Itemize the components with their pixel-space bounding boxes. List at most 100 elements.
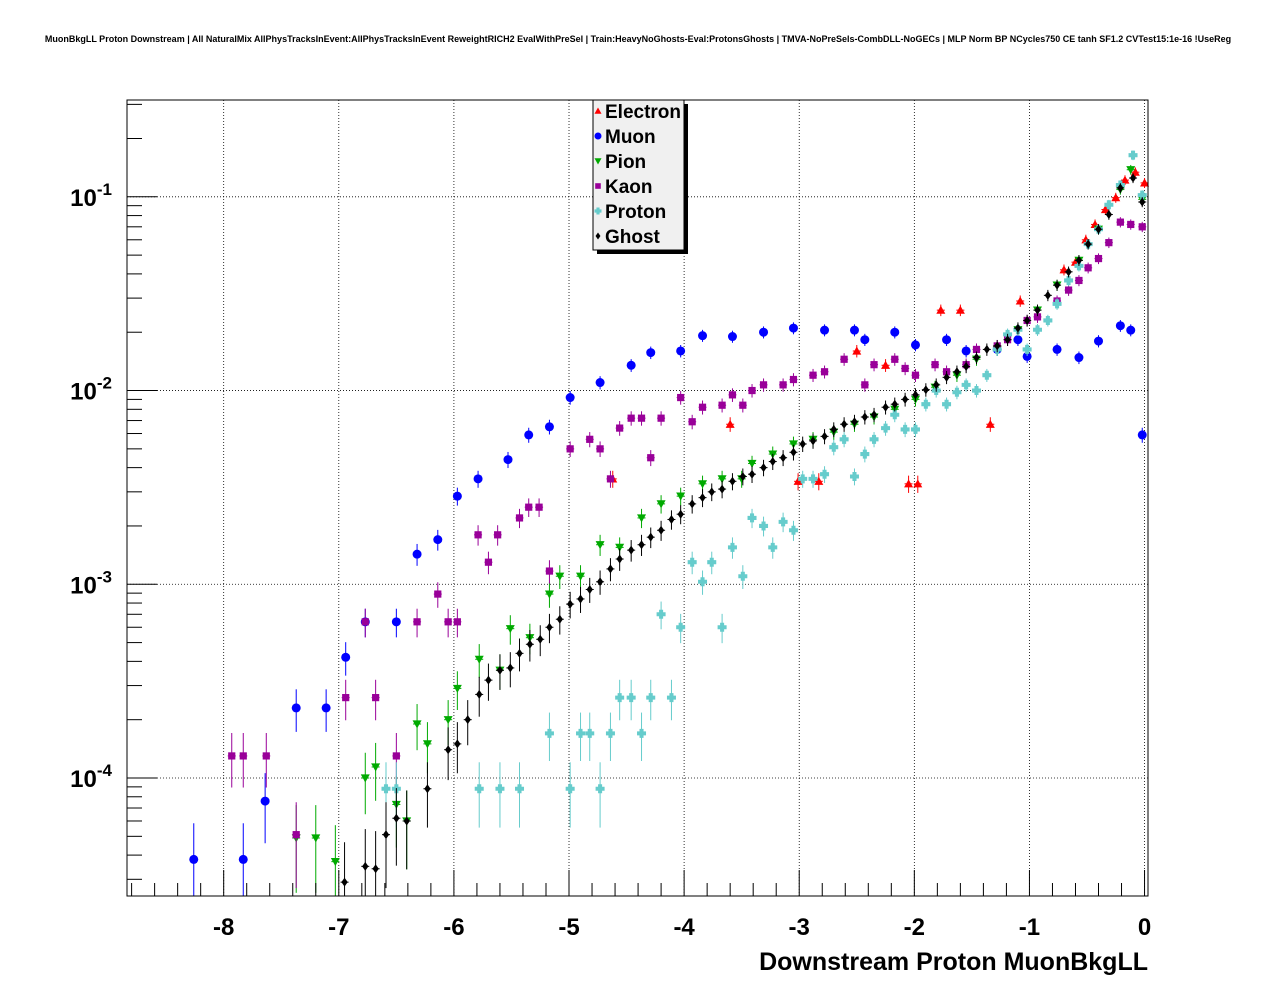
proton-data-point bbox=[656, 609, 666, 619]
muon-data-point bbox=[820, 325, 830, 335]
proton-data-point bbox=[961, 380, 971, 390]
proton-data-point bbox=[921, 399, 931, 409]
series-proton bbox=[381, 150, 1147, 828]
muon-data-point bbox=[565, 393, 575, 403]
pion-data-point bbox=[747, 459, 757, 469]
pion-data-point bbox=[788, 440, 798, 449]
kaon-data-point bbox=[361, 618, 369, 626]
legend-marker-proton bbox=[594, 207, 602, 215]
proton-data-point bbox=[942, 399, 952, 409]
ghost-data-point bbox=[464, 715, 471, 725]
ghost-data-point bbox=[1075, 255, 1083, 265]
kaon-data-point bbox=[1094, 254, 1103, 263]
proton-data-point bbox=[1064, 275, 1074, 285]
muon-data-point bbox=[849, 325, 859, 335]
series-pion bbox=[291, 164, 1147, 896]
kaon-data-point bbox=[453, 618, 461, 626]
kaon-data-point bbox=[1084, 264, 1092, 272]
ghost-data-point bbox=[586, 584, 593, 594]
legend: Electron Muon Pion Kaon Proton Ghost bbox=[592, 99, 688, 254]
ghost-data-point bbox=[851, 417, 858, 427]
muon-data-point bbox=[788, 323, 798, 333]
ghost-data-point bbox=[699, 493, 706, 503]
ghost-data-point bbox=[689, 499, 696, 509]
ghost-data-point bbox=[382, 830, 390, 840]
ghost-data-point bbox=[372, 864, 379, 874]
ghost-data-point bbox=[861, 412, 868, 422]
proton-data-point bbox=[1128, 150, 1138, 160]
proton-data-point bbox=[676, 622, 686, 632]
y-tick-base: 10 bbox=[70, 379, 97, 406]
kaon-data-point bbox=[688, 418, 696, 426]
kaon-data-point bbox=[292, 831, 300, 839]
ghost-data-point bbox=[790, 447, 797, 457]
ghost-data-point bbox=[983, 344, 991, 354]
ghost-data-point bbox=[973, 353, 980, 363]
electron-data-point bbox=[1015, 296, 1025, 305]
pion-data-point bbox=[555, 572, 565, 581]
proton-data-point bbox=[860, 449, 870, 459]
electron-data-point bbox=[985, 419, 995, 428]
proton-data-point bbox=[952, 387, 962, 397]
legend-marker-ghost bbox=[595, 232, 601, 240]
pion-data-point bbox=[443, 716, 453, 725]
kaon-data-point bbox=[739, 401, 747, 409]
proton-data-point bbox=[900, 424, 910, 434]
kaon-data-point bbox=[525, 503, 533, 511]
muon-data-point bbox=[759, 327, 769, 337]
ghost-data-point bbox=[1004, 335, 1011, 345]
muon-data-point bbox=[238, 854, 248, 864]
ghost-data-point bbox=[912, 390, 919, 400]
pion-data-point bbox=[656, 500, 666, 509]
chart-title: MuonBkgLL Proton Downstream | All Natura… bbox=[44, 34, 1232, 44]
ghost-data-point bbox=[882, 402, 889, 412]
kaon-data-point bbox=[931, 361, 939, 369]
proton-data-point bbox=[808, 474, 818, 484]
electron-data-point bbox=[1140, 178, 1150, 187]
ghost-data-point bbox=[1139, 197, 1146, 207]
proton-data-point bbox=[1137, 190, 1147, 200]
ghost-data-point bbox=[718, 484, 726, 494]
kaon-data-point bbox=[901, 364, 909, 373]
kaon-data-point bbox=[413, 618, 421, 626]
series-ghost bbox=[340, 173, 1147, 896]
kaon-data-point bbox=[759, 381, 768, 389]
kaon-data-point bbox=[809, 371, 817, 379]
y-tick-exponent: -4 bbox=[97, 761, 113, 780]
ghost-data-point bbox=[677, 509, 684, 519]
proton-data-point bbox=[829, 442, 839, 452]
tick-labels: -8 -7 -6 -5 -4 -3 -2 -1 010-410-310-210-1 bbox=[70, 180, 1151, 941]
proton-data-point bbox=[759, 521, 769, 531]
ghost-data-point bbox=[454, 739, 461, 749]
ghost-data-point bbox=[830, 424, 837, 434]
x-tick-label: -6 bbox=[443, 914, 464, 941]
legend-marker-electron bbox=[594, 107, 602, 114]
proton-data-point bbox=[971, 386, 981, 396]
data-points bbox=[189, 150, 1150, 896]
pion-data-point bbox=[412, 720, 422, 729]
legend-marker-muon bbox=[594, 132, 602, 140]
kaon-data-point bbox=[657, 414, 665, 422]
pion-data-point bbox=[544, 590, 554, 599]
pion-data-point bbox=[1126, 166, 1136, 175]
legend-marker-pion bbox=[594, 158, 602, 165]
pion-data-point bbox=[422, 740, 432, 749]
legend-label-pion: Pion bbox=[605, 152, 646, 173]
ghost-data-point bbox=[596, 577, 604, 587]
pion-data-point bbox=[474, 655, 484, 664]
ghost-data-point bbox=[1084, 239, 1092, 249]
series-muon bbox=[189, 320, 1147, 896]
muon-data-point bbox=[860, 335, 870, 345]
proton-data-point bbox=[982, 370, 992, 380]
kaon-data-point bbox=[342, 694, 350, 702]
x-tick-label: -2 bbox=[904, 914, 925, 941]
legend-marker-kaon bbox=[595, 183, 601, 189]
muon-data-point bbox=[473, 474, 483, 484]
muon-data-point bbox=[260, 796, 270, 806]
ghost-data-point bbox=[403, 816, 410, 826]
proton-data-point bbox=[544, 728, 554, 738]
kaon-data-point bbox=[1116, 218, 1124, 226]
ghost-data-point bbox=[760, 463, 767, 473]
muon-data-point bbox=[524, 430, 534, 440]
kaon-data-point bbox=[840, 355, 848, 363]
